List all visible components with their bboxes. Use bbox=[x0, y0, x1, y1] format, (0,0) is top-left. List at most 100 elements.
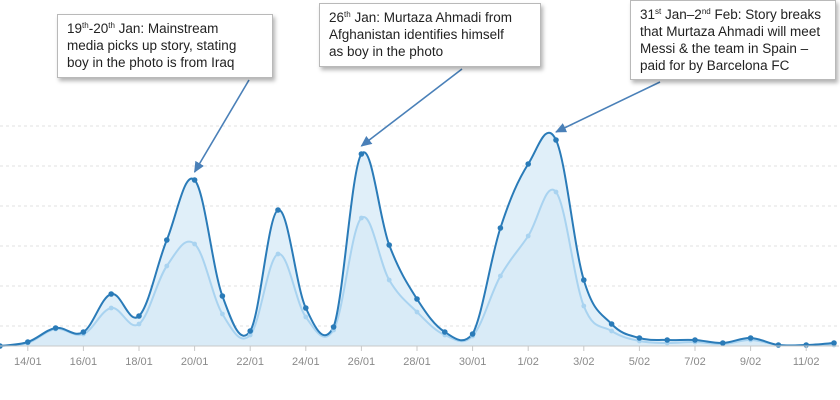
annotation-line: 26th Jan: Murtaza Ahmadi from bbox=[329, 9, 531, 26]
series-2-point bbox=[164, 263, 170, 269]
annotation-text: 31 bbox=[640, 7, 656, 22]
series-2-point bbox=[136, 321, 142, 327]
x-tick-label: 28/01 bbox=[403, 356, 431, 368]
series-1-point bbox=[775, 342, 782, 348]
annotation-text: that Murtaza Ahmadi will meet bbox=[640, 24, 821, 39]
annotation-text: Jan: Murtaza Ahmadi from bbox=[350, 10, 513, 25]
series-1-point bbox=[581, 277, 587, 283]
series-1-point bbox=[553, 137, 559, 143]
annotation-superscript: th bbox=[108, 21, 115, 30]
annotation-text: Feb: Story breaks bbox=[710, 7, 822, 22]
points-layer bbox=[0, 137, 837, 349]
series-1-point bbox=[52, 325, 59, 331]
annotation-text: media picks up story, stating bbox=[67, 38, 237, 53]
series-2-point bbox=[275, 251, 281, 257]
series-2-point bbox=[581, 303, 587, 309]
series-1-line bbox=[0, 131, 835, 347]
annotation-text: as boy in the photo bbox=[329, 44, 444, 59]
x-tick-label: 3/02 bbox=[573, 356, 594, 368]
gridlines bbox=[0, 125, 839, 327]
annotation-superscript: st bbox=[655, 7, 662, 16]
annotation-arrow bbox=[193, 79, 250, 173]
series-2-point bbox=[525, 233, 531, 239]
x-tick-label: 5/02 bbox=[629, 356, 650, 368]
annotation-box: 31st Jan–2nd Feb: Story breaks that Murta… bbox=[630, 0, 836, 80]
series-1-point bbox=[275, 207, 281, 213]
series-1-point bbox=[330, 324, 337, 330]
annotation-text: -20 bbox=[88, 21, 109, 36]
series-2-point bbox=[247, 332, 253, 338]
annotation-line: 31st Jan–2nd Feb: Story breaks bbox=[640, 6, 826, 23]
series-1-point bbox=[497, 225, 504, 231]
series-2-point bbox=[609, 328, 614, 334]
series-2-line bbox=[0, 188, 834, 347]
annotation-arrow bbox=[360, 68, 463, 147]
series-2-point bbox=[414, 309, 420, 315]
annotation-superscript: nd bbox=[701, 7, 711, 16]
annotation-text: paid for by Barcelona FC bbox=[640, 58, 790, 73]
x-tick-label: 7/02 bbox=[684, 356, 705, 368]
x-tick-label: 18/01 bbox=[125, 356, 153, 368]
annotation-superscript: th bbox=[82, 21, 89, 30]
x-tick-label: 11/02 bbox=[793, 356, 820, 368]
annotation-text: 26 bbox=[329, 10, 345, 25]
series-2-point bbox=[359, 215, 364, 221]
series-1-point bbox=[664, 337, 670, 343]
annotation-line: as boy in the photo bbox=[329, 43, 531, 60]
series-1-point bbox=[469, 331, 476, 337]
series-2-point bbox=[192, 241, 198, 247]
series-2-point bbox=[498, 273, 503, 279]
series-1-point bbox=[414, 296, 420, 302]
series-1-point bbox=[247, 328, 253, 334]
series-1-point bbox=[80, 329, 87, 335]
series-1-point bbox=[747, 335, 754, 341]
area-layer bbox=[0, 132, 834, 346]
series-1-point bbox=[191, 177, 198, 183]
annotation-line: paid for by Barcelona FC bbox=[640, 57, 826, 74]
series-1-point bbox=[136, 313, 142, 319]
annotation-text: Jan: Mainstream bbox=[114, 21, 219, 36]
x-tick-label: 30/01 bbox=[459, 356, 487, 368]
x-tick-label: 9/02 bbox=[740, 356, 761, 368]
x-tick-label: 16/01 bbox=[70, 356, 98, 368]
series-1-point bbox=[720, 340, 726, 346]
annotation-text: 19 bbox=[67, 21, 83, 36]
series-1-point bbox=[636, 335, 643, 341]
annotation-line: Afghanistan identifies himself bbox=[329, 26, 531, 43]
annotation-line: boy in the photo is from Iraq bbox=[67, 54, 263, 71]
series-2-point bbox=[553, 189, 559, 195]
annotation-box: 19th-20th Jan: Mainstream media picks up … bbox=[57, 14, 273, 78]
series-1-point bbox=[164, 237, 170, 243]
series-2-point bbox=[220, 311, 225, 317]
annotation-line: 19th-20th Jan: Mainstream bbox=[67, 20, 263, 37]
series-1-point bbox=[108, 291, 114, 297]
series-1-point bbox=[219, 293, 226, 299]
series-1-point bbox=[386, 242, 393, 248]
annotation-line: that Murtaza Ahmadi will meet bbox=[640, 23, 826, 40]
annotation-line: Messi & the team in Spain – bbox=[640, 40, 826, 57]
annotation-line: media picks up story, stating bbox=[67, 37, 263, 54]
x-tick-label: 22/01 bbox=[236, 356, 264, 368]
series-2-point bbox=[386, 277, 392, 283]
annotation-superscript: th bbox=[344, 10, 351, 19]
annotation-text: Jan–2 bbox=[661, 7, 702, 22]
x-tick-label: 1/02 bbox=[517, 356, 538, 368]
annotation-box: 26th Jan: Murtaza Ahmadi from Afghanistan… bbox=[319, 3, 541, 67]
x-tick-label: 24/01 bbox=[292, 356, 320, 368]
annotation-text: Messi & the team in Spain – bbox=[640, 41, 809, 56]
annotation-arrows bbox=[193, 68, 661, 173]
series-1-point bbox=[525, 161, 531, 167]
annotation-text: Afghanistan identifies himself bbox=[329, 27, 504, 42]
series-2-point bbox=[108, 305, 114, 311]
series-1-point bbox=[831, 340, 837, 346]
series-1-point bbox=[25, 339, 31, 345]
annotation-text: boy in the photo is from Iraq bbox=[67, 55, 235, 70]
x-axis: 14/01 16/01 18/01 20/01 22/01 24/01 26/01 28/01… bbox=[0, 345, 839, 368]
series-2-point bbox=[303, 314, 309, 320]
series-1-point bbox=[608, 321, 615, 327]
series-2-area bbox=[0, 189, 834, 346]
series-1-point bbox=[442, 329, 448, 335]
x-tick-label: 26/01 bbox=[348, 356, 376, 368]
x-tick-label: 20/01 bbox=[181, 356, 209, 368]
